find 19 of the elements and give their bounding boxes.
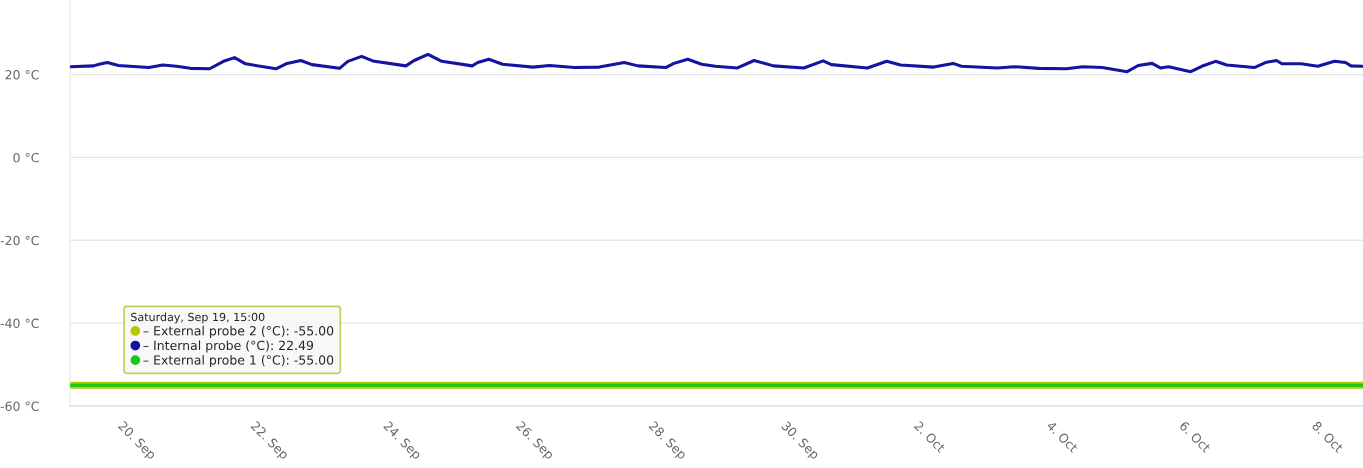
x-tick-label: 4. Oct xyxy=(1046,420,1079,454)
y-tick-label: 0 °C xyxy=(13,152,39,163)
y-tick-label: -40 °C xyxy=(0,318,39,329)
y-tick-label: 20 °C xyxy=(5,70,39,80)
y-tick-label: -20 °C xyxy=(0,235,39,246)
legend-label: – External probe 2 (°C): -55.00 xyxy=(143,325,334,338)
x-tick-label: 24. Sep xyxy=(381,420,423,462)
x-tick-label: 20. Sep xyxy=(116,420,157,462)
x-tick-label: 26. Sep xyxy=(514,420,555,462)
x-tick-label: 2. Oct xyxy=(913,420,947,454)
legend-label: – Internal probe (°C): 22.49 xyxy=(143,340,314,353)
x-tick-label: 28. Sep xyxy=(646,420,688,462)
y-tick-label: -60 °C xyxy=(0,401,39,411)
legend-label: – External probe 1 (°C): -55.00 xyxy=(143,355,334,368)
x-tick-label: 22. Sep xyxy=(248,420,290,462)
legend-title: Saturday, Sep 19, 15:00 xyxy=(131,312,265,324)
x-tick-label: 30. Sep xyxy=(779,420,821,462)
x-tick-label: 6. Oct xyxy=(1178,420,1212,454)
x-tick-label: 8. Oct xyxy=(1311,420,1345,454)
